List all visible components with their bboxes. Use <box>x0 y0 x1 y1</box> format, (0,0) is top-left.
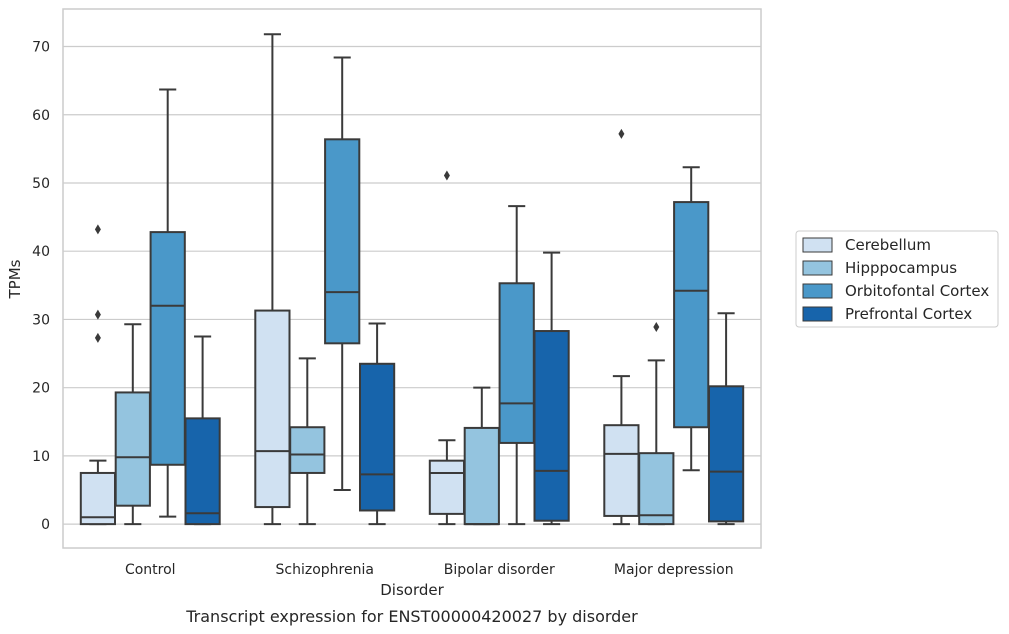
y-tick-label: 50 <box>32 176 50 192</box>
legend-swatch <box>802 306 833 322</box>
outlier-point <box>618 128 625 139</box>
box <box>149 231 186 466</box>
outlier-point <box>443 170 450 181</box>
box <box>184 417 221 526</box>
box <box>638 452 675 526</box>
y-tick-label: 70 <box>32 40 50 56</box>
legend-label: Prefrontal Cortex <box>845 305 972 323</box>
y-tick-label: 10 <box>32 449 50 465</box>
box <box>673 201 710 429</box>
box <box>707 385 745 523</box>
box <box>533 330 570 522</box>
legend-swatch <box>802 260 833 276</box>
outlier-point <box>653 321 660 332</box>
legend-swatch <box>802 237 833 253</box>
chart-caption: Transcript expression for ENST0000042002… <box>185 607 638 626</box>
x-tick-label: Schizophrenia <box>276 562 374 578</box>
box <box>324 138 361 345</box>
y-tick-label: 60 <box>32 108 50 124</box>
box <box>463 426 500 526</box>
legend-swatch <box>802 283 833 299</box>
y-tick-label: 30 <box>32 312 50 328</box>
outlier-point <box>94 224 101 235</box>
y-tick-label: 40 <box>32 244 50 260</box>
box <box>603 424 640 517</box>
plot-frame <box>62 8 762 549</box>
box <box>254 309 291 509</box>
box <box>498 282 535 444</box>
x-tick-label: Bipolar disorder <box>444 562 555 578</box>
legend-label: Hipppocampus <box>845 259 957 277</box>
x-tick-labels: Control Schizophrenia Bipolar disorder Majo… <box>125 562 734 578</box>
x-tick-label: Control <box>125 562 176 578</box>
box <box>358 362 396 512</box>
y-tick-label: 0 <box>41 517 50 533</box>
legend-label: Cerebellum <box>845 236 931 254</box>
y-tick-label: 20 <box>32 381 50 397</box>
outlier-point <box>94 332 101 343</box>
box <box>428 459 466 515</box>
box <box>114 391 151 507</box>
legend-frame <box>795 230 999 328</box>
y-tick-labels: 0 10 20 30 40 50 60 70 <box>32 40 50 534</box>
x-axis-title: Disorder <box>380 581 444 599</box>
box-plot-series <box>79 33 745 526</box>
outlier-point <box>94 309 101 320</box>
legend-label: Orbitofontal Cortex <box>845 282 989 300</box>
box <box>289 426 326 474</box>
legend: Cerebellum Hipppocampus Orbitofontal Corte… <box>795 230 999 328</box>
y-axis-title: TPMs <box>6 259 24 299</box>
x-tick-label: Major depression <box>614 562 734 578</box>
